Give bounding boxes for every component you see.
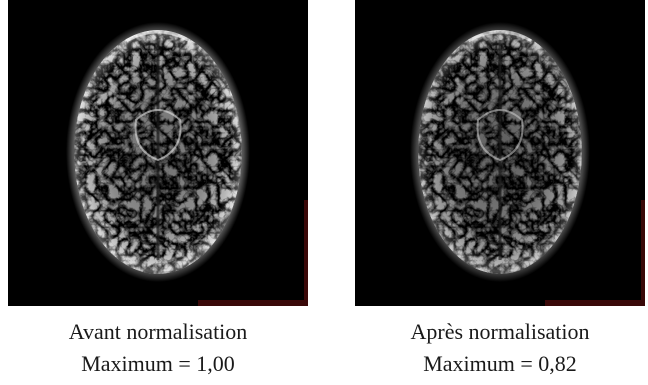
- edge-artifact: [198, 300, 308, 306]
- caption-title: Avant normalisation: [68, 319, 248, 344]
- mri-scan-after: [355, 0, 645, 306]
- caption-after: Après normalisation Maximum = 0,82: [355, 316, 645, 380]
- caption-maximum: Maximum = 0,82: [423, 351, 577, 376]
- panel-before: Avant normalisation Maximum = 1,00: [8, 0, 308, 376]
- caption-maximum: Maximum = 1,00: [81, 351, 235, 376]
- caption-before: Avant normalisation Maximum = 1,00: [8, 316, 308, 380]
- mri-scan-before: [8, 0, 308, 306]
- panel-after: Après normalisation Maximum = 0,82: [355, 0, 645, 376]
- edge-artifact: [545, 300, 645, 306]
- caption-title: Après normalisation: [410, 319, 590, 344]
